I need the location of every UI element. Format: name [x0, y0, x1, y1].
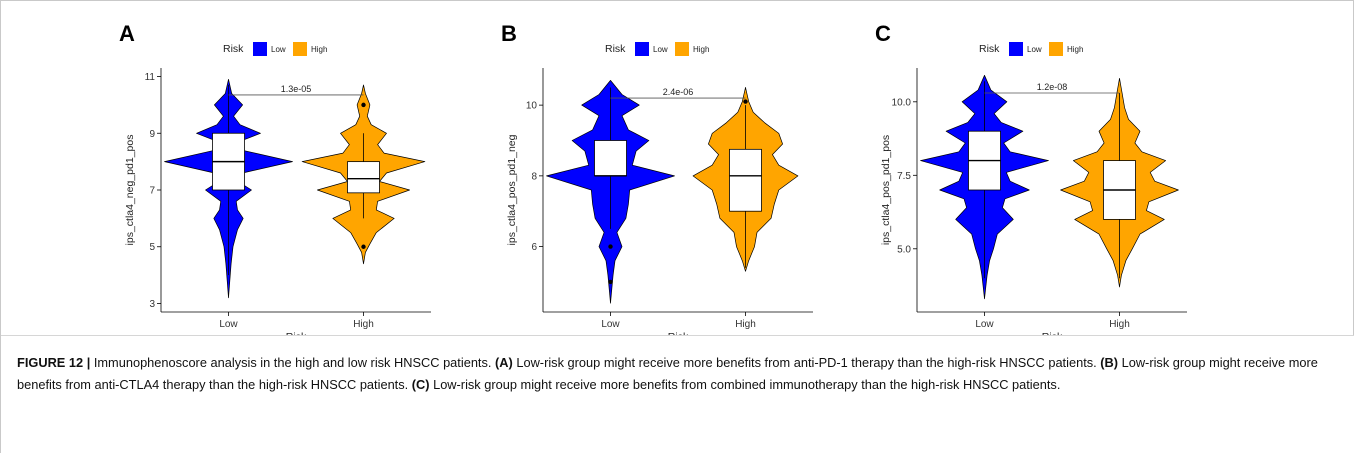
- legend-label: Low: [653, 45, 668, 54]
- legend-title: Risk: [979, 43, 1000, 55]
- box-low: [594, 140, 627, 177]
- legend-label: Low: [1027, 45, 1042, 54]
- x-tick-label: Low: [219, 319, 238, 330]
- legend-label: High: [311, 45, 327, 54]
- panel-letter: B: [501, 21, 517, 46]
- y-axis-label: ips_ctla4_pos_pd1_neg: [506, 134, 518, 245]
- caption-part-label: (B): [1100, 355, 1119, 370]
- outlier-point: [608, 279, 613, 285]
- y-tick-label: 7.5: [897, 171, 911, 182]
- x-tick-label: High: [735, 319, 756, 330]
- legend-swatch: [253, 42, 267, 56]
- x-tick-label: High: [353, 319, 374, 330]
- caption-part-text: Low-risk group might receive more benefi…: [429, 377, 1061, 393]
- panel-b: B Risk Low High 6 8 10 ips_ctla4_pos_pd1_neg Lo…: [501, 19, 931, 343]
- y-tick-label: 5: [149, 242, 155, 253]
- outlier-point: [361, 244, 366, 249]
- pvalue-label: 2.4e-06: [663, 87, 694, 97]
- caption-main-text: Immunophenoscore analysis in the high an…: [90, 355, 496, 370]
- y-tick-label: 10.0: [892, 97, 912, 108]
- violin-chart: Risk Low High 3 5 7 9 11 ips_ctla4_neg_pd1_pos Lo…: [124, 42, 431, 343]
- violin-chart: Risk Low High 6 8 10 ips_ctla4_pos_pd1_neg Low H…: [506, 42, 813, 343]
- y-tick-label: 9: [149, 129, 155, 140]
- figure-caption: FIGURE 12 | Immunophenoscore analysis in…: [17, 352, 1335, 397]
- outlier-point: [361, 102, 366, 108]
- x-tick-label: Low: [601, 319, 620, 330]
- y-tick-label: 8: [531, 171, 537, 182]
- box-high: [347, 161, 380, 194]
- y-axis-label: ips_ctla4_neg_pd1_pos: [124, 135, 136, 246]
- legend-label: High: [1067, 45, 1083, 54]
- legend-label: Low: [271, 45, 286, 54]
- caption-part-text: Low-risk group might receive more benefi…: [512, 355, 1101, 370]
- panel-letter: A: [119, 21, 135, 46]
- outlier-point: [608, 244, 613, 249]
- y-tick-label: 7: [149, 186, 155, 197]
- caption-area: FIGURE 12 | Immunophenoscore analysis in…: [1, 335, 1354, 453]
- panel-c: C Risk Low High 5.0 7.5 10.0 ips_ctla4_pos_pd1…: [875, 19, 1305, 343]
- y-axis-label: ips_ctla4_pos_pd1_pos: [880, 135, 892, 245]
- y-tick-label: 5.0: [897, 244, 911, 255]
- outlier-point: [743, 99, 748, 104]
- legend-swatch: [1049, 42, 1063, 56]
- box-high: [729, 148, 762, 212]
- legend-swatch: [1009, 42, 1023, 56]
- violin-chart: Risk Low High 5.0 7.5 10.0 ips_ctla4_pos_pd1_p…: [880, 42, 1187, 343]
- panel-letter: C: [875, 21, 891, 46]
- legend-title: Risk: [223, 43, 244, 55]
- legend-swatch: [635, 42, 649, 56]
- x-tick-label: High: [1109, 319, 1130, 330]
- y-tick-label: 3: [149, 299, 155, 310]
- figure-label: FIGURE 12 |: [17, 355, 91, 370]
- pvalue-label: 1.3e-05: [281, 84, 312, 94]
- caption-part-text: Low-risk group might receive more benefi…: [17, 355, 1318, 393]
- legend-swatch: [675, 42, 689, 56]
- panel-a: A Risk Low High 3 5 7 9 11 ips_ctla4_neg_pd1_pos…: [119, 19, 549, 343]
- pvalue-label: 1.2e-08: [1037, 82, 1068, 92]
- legend-label: High: [693, 45, 709, 54]
- caption-part-label: (A): [495, 355, 513, 370]
- legend-title: Risk: [605, 43, 626, 55]
- caption-part-label: (C): [411, 377, 430, 393]
- y-tick-label: 10: [526, 101, 538, 112]
- y-tick-label: 11: [145, 72, 156, 83]
- y-tick-label: 6: [531, 242, 537, 253]
- x-tick-label: Low: [975, 319, 994, 330]
- legend-swatch: [293, 42, 307, 56]
